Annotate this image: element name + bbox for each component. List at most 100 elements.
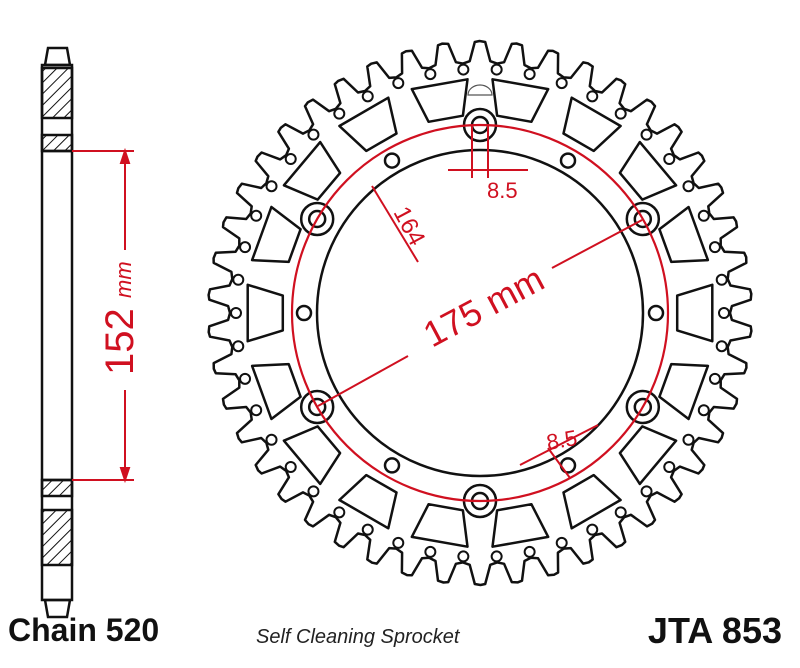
tooth-root-relief (490, 63, 503, 76)
lightening-window (562, 96, 622, 153)
tooth-root-relief (230, 307, 242, 319)
tooth-root-relief (523, 545, 536, 558)
tooth-root-relief (614, 506, 627, 519)
tooth-root-relief (697, 209, 710, 222)
bolt-hole (633, 209, 653, 229)
bolt-hole (307, 397, 327, 417)
tooth-root-relief (284, 460, 297, 473)
tooth-root-relief (555, 77, 568, 90)
diameter-line-right (551, 219, 643, 269)
tooth-root-relief (424, 545, 437, 558)
sun-mark-icon (467, 84, 493, 96)
lightening-window (410, 502, 469, 548)
lightening-window (618, 425, 678, 486)
tooth-root-relief (663, 460, 676, 473)
diameter-line-left (317, 355, 409, 407)
bolt-circle-line (290, 123, 670, 503)
hole-dim-bottom-line (519, 424, 599, 466)
lightening-window (658, 362, 710, 421)
side-tooth-top (43, 46, 72, 67)
tooth-root-relief (614, 107, 627, 120)
inner-bore (315, 148, 645, 478)
tooth-root-relief (708, 241, 721, 254)
side-hatch-bottom2 (40, 508, 74, 567)
tooth-root-relief (392, 536, 405, 549)
lightening-window (250, 205, 302, 264)
tooth-root-relief (265, 433, 278, 446)
tooth-root-relief (250, 404, 263, 417)
lightening-window (250, 362, 302, 421)
lightening-window (618, 140, 678, 201)
offset-line-164 (371, 185, 419, 263)
part-number: JTA 853 (647, 610, 782, 651)
secondary-hole (647, 304, 665, 322)
lightening-window (410, 78, 469, 124)
lightening-window (491, 78, 550, 124)
lightening-window (562, 473, 622, 530)
lightening-window (338, 96, 398, 153)
tooth-root-relief (265, 180, 278, 193)
tooth-root-relief (392, 77, 405, 90)
tooth-root-relief (682, 433, 695, 446)
bolt-hole (307, 209, 327, 229)
tooth-root-relief (586, 523, 599, 536)
lightening-window (491, 502, 550, 548)
tooth-root-relief (640, 485, 653, 498)
lightening-window (282, 425, 342, 486)
tooth-root-relief (284, 153, 297, 166)
subtitle-label: Self Cleaning Sprocket (256, 626, 460, 648)
chain-label: Chain 520 (8, 612, 160, 648)
tooth-root-relief (523, 68, 536, 81)
tooth-root-relief (239, 241, 252, 254)
dimension-hole-bottom: 8.5 (545, 425, 579, 455)
side-hatch-bottom (40, 478, 74, 498)
tooth-root-relief (333, 506, 346, 519)
tooth-root-relief (490, 550, 503, 563)
lightening-window (675, 283, 714, 343)
tooth-root-relief (718, 307, 730, 319)
lightening-window (282, 140, 342, 201)
tooth-root-relief (457, 63, 470, 76)
secondary-hole (559, 152, 577, 169)
tooth-root-relief (361, 523, 374, 536)
secondary-hole (383, 457, 401, 474)
side-hatch-top (40, 66, 74, 120)
tooth-root-relief (555, 536, 568, 549)
dimension-152-unit: mm (111, 261, 136, 298)
tooth-root-relief (424, 68, 437, 81)
side-body (40, 63, 74, 602)
dimension-175: 175 mm (417, 258, 551, 355)
tooth-root-relief (663, 153, 676, 166)
dimension-164: 164 (388, 202, 431, 250)
tooth-root-relief (232, 340, 245, 353)
tooth-root-relief (307, 485, 320, 498)
secondary-hole (295, 304, 313, 322)
secondary-hole (559, 457, 577, 474)
dimension-152-value: 152 (98, 308, 142, 375)
tooth-root-relief (708, 372, 721, 385)
bolt-hole (633, 397, 653, 417)
dimension-hole-top: 8.5 (487, 178, 518, 203)
hole-dim-bottom-ext (547, 447, 571, 479)
tooth-root-relief (232, 273, 245, 286)
tooth-root-relief (640, 128, 653, 141)
tooth-root-relief (715, 273, 728, 286)
dimension-lines (290, 123, 670, 503)
secondary-hole (383, 152, 401, 169)
tooth-root-relief (333, 107, 346, 120)
lightening-window (246, 283, 285, 343)
tooth-root-relief (239, 372, 252, 385)
dimension-152 (72, 147, 134, 484)
tooth-root-relief (715, 340, 728, 353)
tooth-root-relief (307, 128, 320, 141)
tooth-root-relief (361, 90, 374, 103)
side-profile (40, 46, 74, 619)
tooth-root-relief (697, 404, 710, 417)
tooth-root-relief (457, 550, 470, 563)
tooth-root-relief (586, 90, 599, 103)
side-hatch-top2 (40, 133, 74, 153)
lightening-window (338, 473, 398, 530)
tooth-root-relief (250, 209, 263, 222)
lightening-window (658, 205, 710, 264)
